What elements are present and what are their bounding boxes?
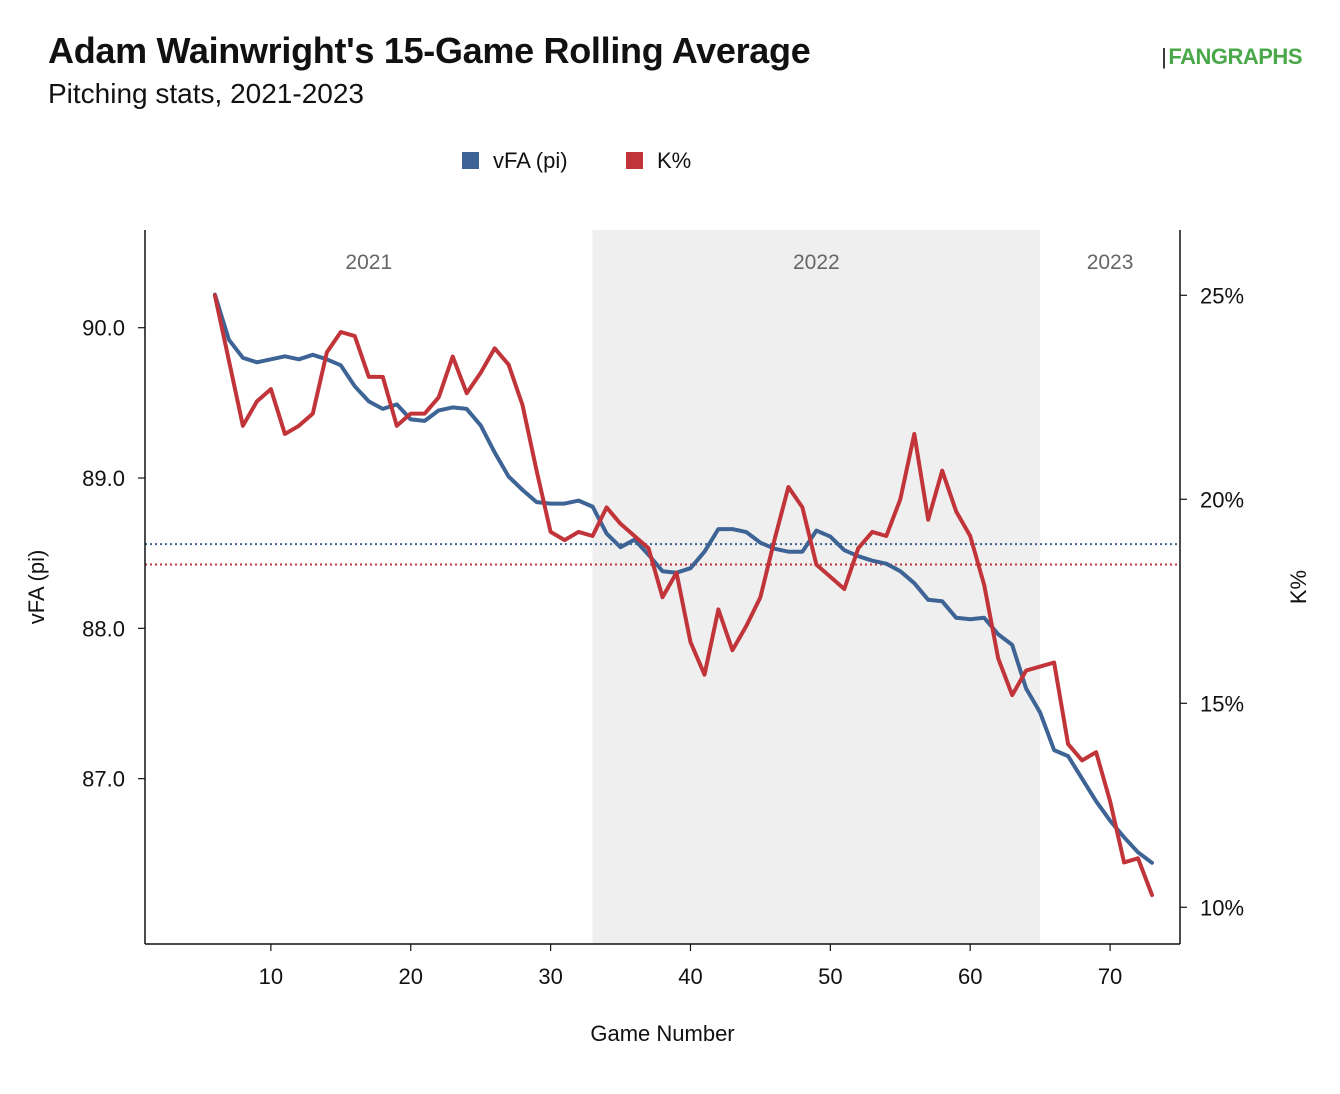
x-tick-label: 20 xyxy=(399,964,423,989)
era-bands: 2021 2022 2023 xyxy=(345,230,1133,944)
legend: vFA (pi) K% xyxy=(462,148,691,173)
left-y-tick-label: 88.0 xyxy=(82,616,125,641)
axes: 10 20 30 40 50 60 70 87.0 88.0 89.0 90.0 10% 15% 20% 2… xyxy=(82,230,1244,989)
right-y-tick-label: 20% xyxy=(1200,487,1244,512)
fangraphs-logo: |FANGRAPHS xyxy=(1161,44,1302,70)
right-y-tick-label: 25% xyxy=(1200,283,1244,308)
chart-subtitle: Pitching stats, 2021-2023 xyxy=(48,78,364,109)
left-y-axis-label: vFA (pi) xyxy=(24,550,49,625)
x-tick-label: 70 xyxy=(1098,964,1122,989)
right-y-axis-label: K% xyxy=(1286,570,1311,604)
left-y-tick-label: 89.0 xyxy=(82,466,125,491)
x-tick-label: 50 xyxy=(818,964,842,989)
left-y-tick-label: 87.0 xyxy=(82,767,125,792)
series-lines xyxy=(212,292,1154,897)
legend-swatch-vfa xyxy=(462,152,479,169)
series-line-vfa xyxy=(212,292,1154,865)
right-y-tick-label: 15% xyxy=(1200,691,1244,716)
x-tick-label: 30 xyxy=(538,964,562,989)
x-tick-label: 10 xyxy=(259,964,283,989)
era-label-2021: 2021 xyxy=(345,251,392,274)
legend-label-kpct: K% xyxy=(657,148,691,173)
series-line-kpct xyxy=(212,293,1154,897)
chart-title: Adam Wainwright's 15-Game Rolling Averag… xyxy=(48,30,811,71)
right-y-tick-label: 10% xyxy=(1200,895,1244,920)
fangraphs-logo-text: FANGRAPHS xyxy=(1168,44,1302,69)
fangraphs-logo-mark: | xyxy=(1161,44,1167,69)
left-y-tick-label: 90.0 xyxy=(82,316,125,341)
legend-label-vfa: vFA (pi) xyxy=(493,148,568,173)
era-label-2022: 2022 xyxy=(793,251,840,274)
legend-swatch-kpct xyxy=(626,152,643,169)
era-label-2023: 2023 xyxy=(1087,251,1134,274)
x-axis-label: Game Number xyxy=(590,1021,734,1046)
x-tick-label: 40 xyxy=(678,964,702,989)
x-tick-label: 60 xyxy=(958,964,982,989)
